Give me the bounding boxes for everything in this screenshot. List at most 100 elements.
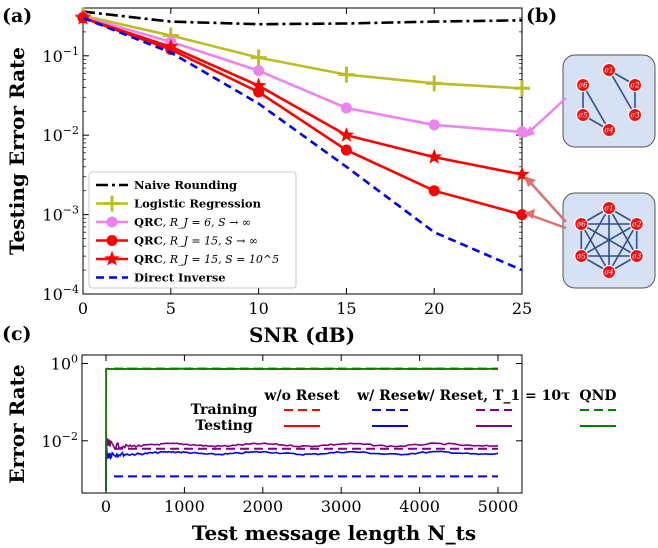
pointer-arrows: [523, 97, 567, 230]
series-line: [82, 10, 523, 26]
series-c-5: [105, 438, 499, 492]
graph-node-label: σ3: [630, 112, 640, 120]
graph-sparse: σ1 σ2 σ3 σ4 σ5 σ6: [562, 54, 656, 148]
legend-marker: [106, 235, 118, 246]
series-line: [105, 438, 499, 492]
legend-column-header: QND: [579, 388, 616, 404]
diagram-b: σ1 σ2 σ3 σ4 σ5 σ6 σ1 σ2 σ3 σ4 σ5 σ6: [523, 54, 656, 289]
series-line: [105, 447, 499, 492]
legend-column-header: w/ Reset: [356, 388, 423, 404]
graph-node-label: σ3: [632, 253, 642, 261]
arrow-sparse: [526, 97, 567, 135]
graph-node: [627, 78, 642, 92]
y-tick-label: 10−4: [42, 283, 79, 304]
graph-node-label: σ2: [632, 221, 642, 229]
legend-label: Naive Rounding: [134, 178, 237, 192]
data-point: [428, 119, 440, 131]
legend-label: Logistic Regression: [134, 197, 262, 211]
graph-node-label: σ4: [604, 269, 613, 277]
x-tick-label: 0: [101, 497, 111, 516]
graph-node-label: σ1: [604, 205, 613, 213]
legend-label: Direct Inverse: [134, 271, 226, 285]
panel-label-c: (c): [2, 323, 32, 345]
y-tick-label: 10−3: [42, 204, 79, 225]
x-tick-label: 0: [78, 299, 88, 318]
data-point: [516, 209, 528, 221]
chart-a-ticks: 0 5 10 15 20 25 10−4 10−3 10−2 10−1: [42, 7, 532, 318]
graph-node: [602, 265, 616, 279]
arrowhead-full-1: [524, 176, 536, 187]
arrow-full-2: [529, 213, 567, 230]
y-tick-label: 10−2: [41, 430, 78, 451]
legend-row-header: Testing: [195, 418, 253, 434]
x-tick-label: 10: [248, 299, 268, 318]
graph-node-label: σ5: [578, 112, 588, 120]
chart-c: 0 1000 2000 3000 4000 5000 10−2 100 Test messag…: [5, 353, 617, 545]
x-tick-label: 2000: [242, 497, 283, 516]
series-line: [82, 16, 523, 272]
graph-edge: [582, 84, 610, 131]
data-point: [338, 127, 355, 142]
graph-node: [576, 78, 591, 92]
data-point: [340, 144, 352, 156]
data-point: [428, 185, 440, 197]
graph-node: [627, 108, 642, 122]
legend-marker: [104, 250, 120, 266]
chart-a-xlabel: SNR (dB): [249, 323, 355, 347]
legend-row-header: Training: [191, 402, 258, 418]
data-point: [75, 9, 91, 25]
graph-full: σ1 σ2 σ3 σ4 σ5 σ6: [562, 192, 656, 289]
series-line: [82, 16, 523, 216]
x-tick-label: 3000: [321, 497, 362, 516]
graph-edge: [580, 223, 638, 257]
graph-node-label: σ5: [577, 253, 587, 261]
graph-node: [602, 123, 616, 137]
chart-a-series: [75, 7, 530, 272]
chart-a: 0 5 10 15 20 25 10−4 10−3 10−2 10−1 SNR (dB) Test…: [5, 7, 532, 347]
arrowhead-full-2: [524, 209, 535, 219]
y-tick-label: 100: [51, 353, 78, 374]
x-tick-label: 25: [512, 299, 532, 318]
series-line: [82, 14, 523, 90]
graph-edge: [608, 69, 636, 116]
panel-label-a: (a): [2, 5, 32, 27]
legend-label: QRC, R_J = 15, S → ∞: [134, 234, 258, 248]
series-a-5: [82, 16, 523, 272]
graph-node: [629, 217, 644, 231]
chart-c-ticks: 0 1000 2000 3000 4000 5000 10−2 100: [41, 353, 522, 516]
data-point: [516, 126, 528, 138]
graph-node: [574, 249, 589, 263]
graph-node: [574, 217, 589, 231]
chart-a-ylabel: Testing Error Rate: [5, 47, 29, 255]
chart-a-legend: Naive Rounding Logistic Regression QRC, R_…: [88, 171, 297, 289]
series-line: [82, 16, 523, 176]
x-tick-label: 5000: [478, 497, 519, 516]
legend-label: QRC, R_J = 15, S = 10^5: [134, 252, 279, 266]
x-tick-label: 5: [166, 299, 176, 318]
data-point: [426, 75, 443, 92]
legend-column-header: w/ Reset, T_1 = 10τ: [416, 388, 570, 404]
y-tick-label: 10−2: [42, 124, 79, 145]
graph-node: [576, 108, 591, 122]
series-a-4: [75, 9, 530, 182]
data-point: [163, 38, 179, 54]
series-c-3: [105, 447, 499, 492]
graph-node-label: σ1: [604, 67, 613, 75]
x-tick-label: 15: [336, 299, 356, 318]
chart-c-frame: [81, 354, 523, 494]
graph-node-label: σ4: [604, 127, 613, 135]
legend-marker: [104, 195, 120, 212]
x-tick-label: 4000: [399, 497, 440, 516]
chart-c-xlabel: Test message length N_ts: [192, 521, 476, 545]
series-line: [82, 15, 523, 134]
legend-box: [88, 171, 297, 289]
y-tick-label: 10−1: [42, 45, 79, 66]
panel-label-b: (b): [526, 5, 557, 27]
data-point: [338, 66, 355, 83]
chart-c-series: [105, 367, 499, 492]
data-point: [253, 65, 265, 77]
graph-node-label: σ2: [630, 82, 640, 90]
data-point: [340, 102, 352, 114]
